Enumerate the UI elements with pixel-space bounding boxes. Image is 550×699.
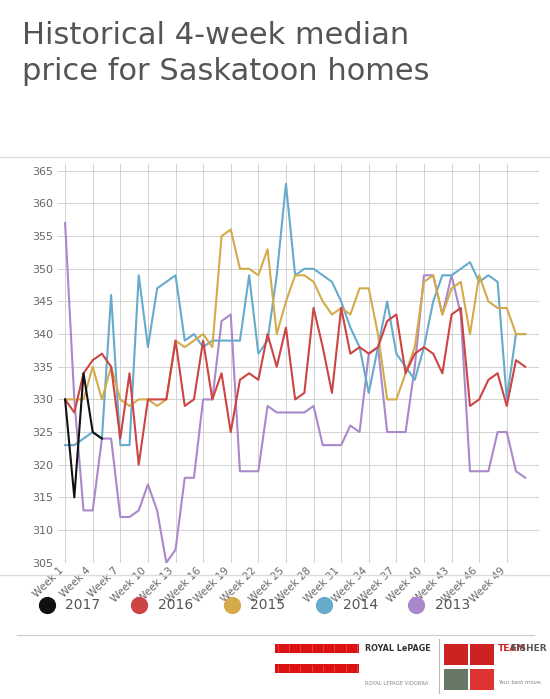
Point <box>42 599 51 610</box>
FancyBboxPatch shape <box>470 669 494 689</box>
Text: 2013: 2013 <box>435 598 470 612</box>
Text: ROYAL LEPAGE VIDORRA: ROYAL LEPAGE VIDORRA <box>365 681 428 686</box>
Point <box>320 599 328 610</box>
Text: Historical 4-week median
price for Saskatoon homes: Historical 4-week median price for Saska… <box>22 21 430 86</box>
Text: TEAM: TEAM <box>498 644 526 653</box>
FancyBboxPatch shape <box>470 644 494 665</box>
FancyBboxPatch shape <box>444 669 468 689</box>
Text: ROYAL LePAGE: ROYAL LePAGE <box>365 644 431 653</box>
Text: 2014: 2014 <box>343 598 378 612</box>
FancyBboxPatch shape <box>275 664 360 673</box>
Point <box>135 599 144 610</box>
Text: FISHER: FISHER <box>510 644 547 653</box>
Text: Your best move.: Your best move. <box>498 680 542 685</box>
FancyBboxPatch shape <box>444 644 468 665</box>
FancyBboxPatch shape <box>275 644 360 653</box>
Text: 2015: 2015 <box>250 598 285 612</box>
Point <box>412 599 421 610</box>
Text: 2016: 2016 <box>158 598 193 612</box>
Point <box>227 599 236 610</box>
Text: 2017: 2017 <box>65 598 101 612</box>
